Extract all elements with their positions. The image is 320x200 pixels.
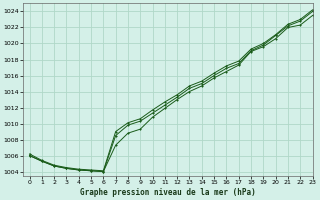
X-axis label: Graphe pression niveau de la mer (hPa): Graphe pression niveau de la mer (hPa) — [80, 188, 256, 197]
